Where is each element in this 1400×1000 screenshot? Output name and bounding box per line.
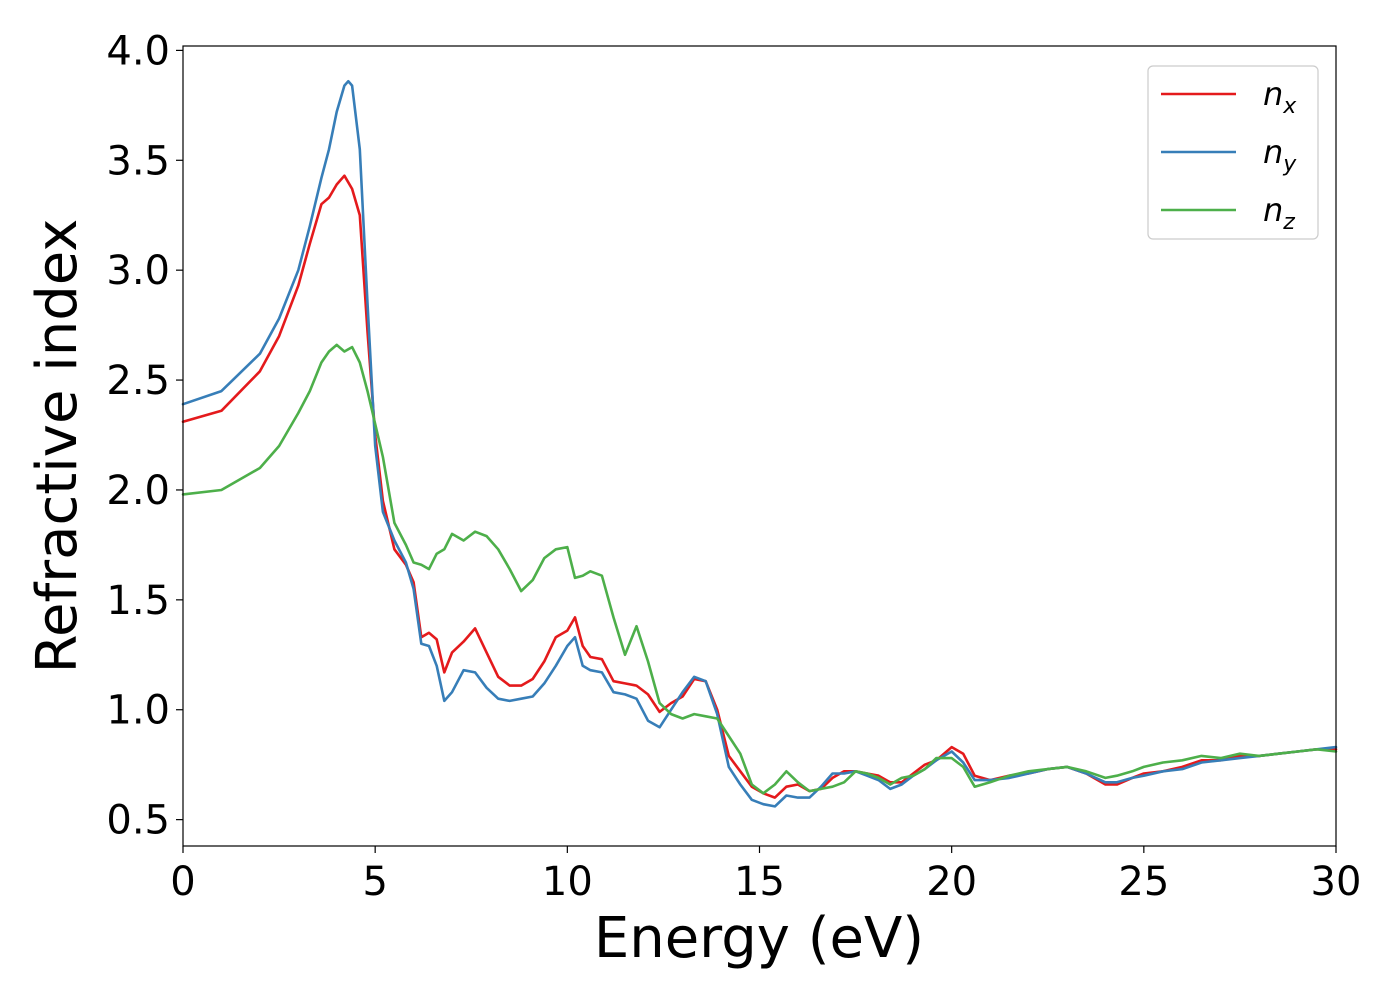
y-axis-ticks: 0.5 1.0 1.5 2.0 2.5 3.0 3.5 4.0 — [106, 28, 183, 844]
y-tick-label: 1.0 — [106, 688, 170, 734]
legend-label-subscript: y — [1282, 152, 1297, 177]
y-tick-label: 2.0 — [106, 468, 170, 514]
x-tick-label: 0 — [170, 859, 195, 905]
x-tick-label: 20 — [926, 859, 977, 905]
series-line-x — [181, 174, 1338, 799]
legend-label-x: nx — [1263, 75, 1297, 119]
y-tick-label: 3.0 — [106, 248, 170, 294]
x-tick-label: 15 — [734, 859, 785, 905]
x-tick-label: 25 — [1118, 859, 1169, 905]
y-tick-label: 0.5 — [106, 798, 170, 844]
x-axis-title: Energy (eV) — [594, 906, 924, 971]
y-tick-label: 3.5 — [106, 138, 170, 184]
legend-label-z: nz — [1263, 191, 1295, 235]
y-axis-title: Refractive index — [25, 219, 90, 674]
y-tick-label: 2.5 — [106, 358, 170, 404]
x-tick-label: 5 — [362, 859, 387, 905]
x-tick-label: 30 — [1311, 859, 1362, 905]
legend-label-y: ny — [1263, 133, 1297, 177]
legend-label-base: n — [1263, 191, 1283, 229]
legend-label-base: n — [1263, 133, 1283, 171]
x-axis-ticks: 0 5 10 15 20 25 30 — [170, 846, 1361, 905]
legend-label-subscript: x — [1282, 94, 1297, 119]
series-layer — [181, 79, 1338, 808]
y-tick-label: 4.0 — [106, 28, 170, 74]
x-tick-label: 10 — [542, 859, 593, 905]
y-tick-label: 1.5 — [106, 578, 170, 624]
legend-label-base: n — [1263, 75, 1283, 113]
legend-label-subscript: z — [1282, 210, 1295, 235]
series-line-z — [181, 343, 1338, 795]
